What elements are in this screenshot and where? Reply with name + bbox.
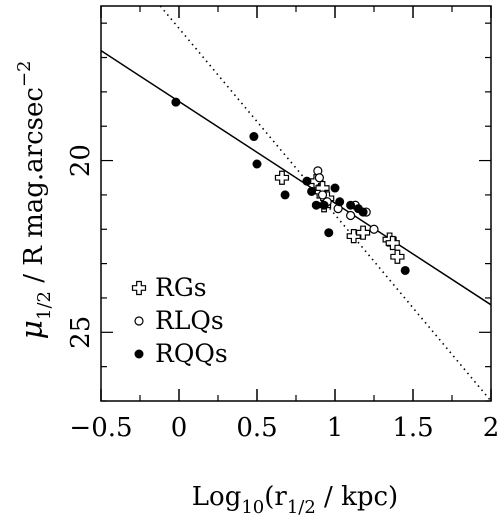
y-axis-title: μ1/2 / R mag.arcsec−2 [14,61,55,340]
rqqs-point [252,159,262,169]
rqqs-point [280,190,290,200]
rlqs-legend-label: RLQs [155,306,224,335]
rgs-point [274,170,290,185]
rqqs-legend-marker [134,349,144,359]
rlqs-point [369,224,379,234]
fit-lines [101,6,491,401]
rqqs-point [400,265,410,275]
x-axis-title: Log10(r1/2 / kpc) [192,482,398,518]
x-tick-label: 2 [483,413,500,443]
rqqs-point [171,97,181,107]
axis-ticks: −0.5 0 0.5 1 1.5 2 20 25 [66,6,499,443]
rlqs-point [314,173,324,183]
dotted-fit-line [159,6,491,401]
rqqs-point [358,207,368,217]
legend: RGs RLQs RQQs [131,273,228,368]
y-tick-label: 25 [66,316,96,349]
rqqs-point [324,228,334,238]
rqqs-point [330,183,340,193]
x-tick-label: 1.5 [392,413,433,443]
rgs-legend-label: RGs [155,273,207,302]
x-tick-label: 0.5 [236,413,277,443]
x-tick-label: 0 [171,413,188,443]
data-points [171,97,410,275]
rlqs-point [317,190,328,200]
rqqs-point [302,176,312,186]
rgs-legend-marker [131,280,147,296]
rgs-point [390,249,405,264]
y-tick-label: 20 [66,144,96,177]
rqqs-point [249,132,259,142]
rgs-point [355,225,371,240]
rlqs-point [346,210,356,221]
rqqs-point [346,200,356,210]
rlqs-legend-marker [134,316,144,326]
rqqs-point [319,200,329,210]
rqqs-point [311,200,321,210]
rqqs-point [307,186,317,196]
x-tick-label: 1 [327,413,344,443]
x-tick-label: −0.5 [69,413,132,443]
solid-fit-line [101,50,491,306]
rgs-point [385,235,400,251]
rqqs-point [335,197,345,207]
rqqs-legend-label: RQQs [155,339,228,368]
